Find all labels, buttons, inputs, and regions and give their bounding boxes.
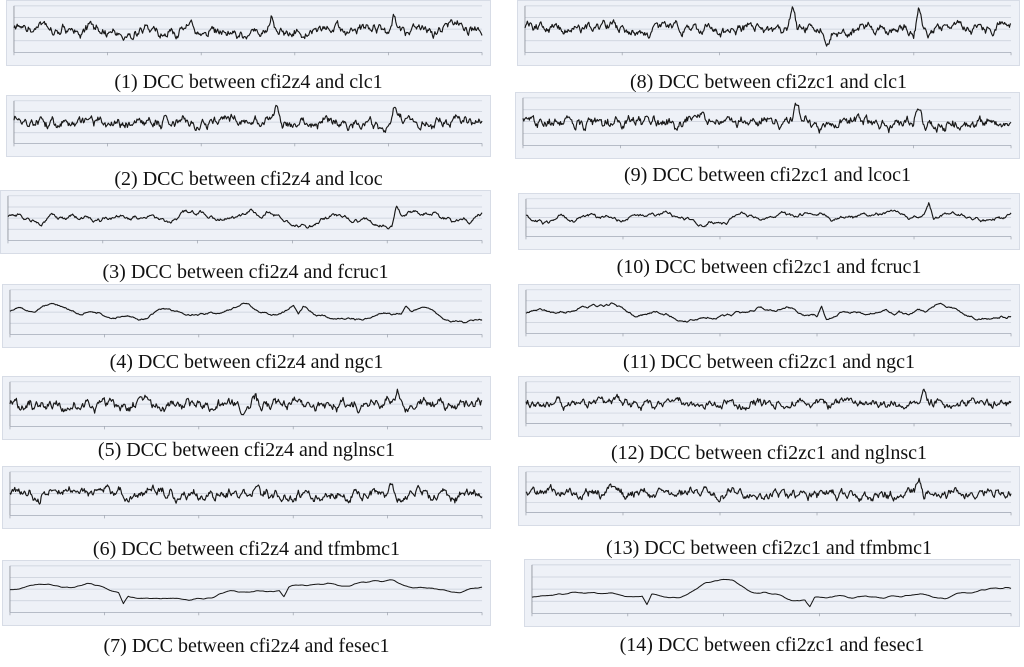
dcc-series-line [525, 202, 1012, 228]
dcc-panel-4: (4) DCC between cfi2z4 and ngc1 [2, 284, 491, 376]
dcc-panel-13: (13) DCC between cfi2zc1 and tfmbmc1 [518, 466, 1020, 561]
dcc-panel-9: (9) DCC between cfi2zc1 and lcoc1 [515, 92, 1020, 189]
dcc-panel-11: (11) DCC between cfi2zc1 and ngc1 [518, 284, 1020, 378]
dcc-plot-2 [6, 95, 491, 157]
dcc-caption-1: (1) DCC between cfi2z4 and clc1 [114, 71, 383, 93]
dcc-panel-6: (6) DCC between cfi2z4 and tfmbmc1 [2, 466, 491, 561]
dcc-panel-8: (8) DCC between cfi2zc1 and clc1 [517, 0, 1020, 96]
dcc-panel-7: (7) DCC between cfi2z4 and fesec1 [2, 560, 491, 664]
dcc-caption-13: (13) DCC between cfi2zc1 and tfmbmc1 [605, 537, 932, 559]
dcc-chart-8 [524, 5, 1012, 56]
dcc-series-line [9, 302, 483, 324]
dcc-caption-12: (12) DCC between cfi2zc1 and nglnsc1 [610, 442, 927, 464]
dcc-caption-7: (7) DCC between cfi2z4 and fesec1 [103, 635, 390, 657]
dcc-panel-10: (10) DCC between cfi2zc1 and fcruc1 [518, 193, 1020, 282]
dcc-caption-6: (6) DCC between cfi2z4 and tfmbmc1 [92, 538, 401, 560]
dcc-chart-13 [525, 471, 1012, 516]
dcc-chart-3 [7, 195, 483, 244]
dcc-plot-14 [524, 559, 1020, 627]
dcc-chart-6 [9, 471, 483, 519]
dcc-plot-13 [518, 466, 1020, 526]
dcc-series-line [525, 477, 1012, 503]
dcc-series-line [522, 102, 1012, 134]
dcc-panel-14: (14) DCC between cfi2zc1 and fesec1 [524, 559, 1020, 664]
dcc-series-line [13, 104, 483, 133]
dcc-plot-8 [517, 0, 1020, 66]
dcc-chart-1 [13, 5, 483, 56]
dcc-plot-10 [518, 193, 1020, 250]
dcc-caption-4: (4) DCC between cfi2z4 and ngc1 [109, 351, 384, 373]
dcc-caption-8: (8) DCC between cfi2zc1 and clc1 [629, 71, 908, 93]
dcc-plot-12 [518, 376, 1020, 437]
dcc-chart-9 [522, 97, 1012, 149]
dcc-panel-12: (12) DCC between cfi2zc1 and nglnsc1 [518, 376, 1020, 467]
dcc-series-line [9, 388, 483, 416]
dcc-panel-1: (1) DCC between cfi2z4 and clc1 [6, 0, 491, 96]
dcc-chart-10 [525, 198, 1012, 240]
dcc-plot-6 [2, 466, 491, 529]
dcc-series-line [13, 13, 483, 41]
dcc-caption-3: (3) DCC between cfi2z4 and fcruc1 [102, 261, 389, 283]
dcc-caption-9: (9) DCC between cfi2zc1 and lcoc1 [623, 164, 912, 186]
dcc-caption-2: (2) DCC between cfi2z4 and lcoc [114, 168, 383, 190]
dcc-panel-3: (3) DCC between cfi2z4 and fcruc1 [0, 190, 491, 284]
dcc-panel-2: (2) DCC between cfi2z4 and lcoc [6, 95, 491, 190]
dcc-series-line [7, 205, 483, 230]
dcc-chart-7 [9, 565, 483, 616]
dcc-plot-9 [515, 92, 1020, 159]
dcc-chart-2 [13, 100, 483, 147]
dcc-panel-5: (5) DCC between cfi2z4 and nglnsc1 [2, 376, 491, 466]
dcc-plot-1 [6, 0, 491, 66]
dcc-plot-4 [2, 284, 491, 348]
dcc-plot-11 [518, 284, 1020, 347]
dcc-chart-11 [525, 289, 1012, 337]
dcc-series-line [525, 302, 1012, 323]
dcc-plot-3 [0, 190, 491, 254]
dcc-chart-12 [525, 381, 1012, 427]
dcc-caption-14: (14) DCC between cfi2zc1 and fesec1 [619, 634, 925, 656]
dcc-series-line [525, 388, 1012, 411]
dcc-series-line [9, 579, 483, 605]
dcc-series-line [531, 578, 1012, 608]
dcc-chart-5 [9, 381, 483, 430]
dcc-plot-5 [2, 376, 491, 440]
dcc-caption-11: (11) DCC between cfi2zc1 and ngc1 [623, 351, 915, 373]
dcc-caption-5: (5) DCC between cfi2z4 and nglnsc1 [97, 439, 396, 461]
dcc-plot-7 [2, 560, 491, 626]
dcc-series-line [524, 6, 1012, 47]
dcc-chart-14 [531, 564, 1012, 617]
dcc-chart-4 [9, 289, 483, 338]
dcc-series-line [9, 482, 483, 505]
dcc-caption-10: (10) DCC between cfi2zc1 and fcruc1 [616, 256, 922, 278]
